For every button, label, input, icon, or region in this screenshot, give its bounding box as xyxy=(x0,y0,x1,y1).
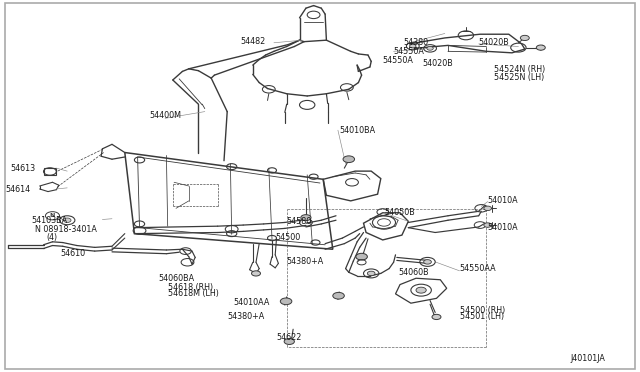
Text: 54500: 54500 xyxy=(275,233,300,242)
Circle shape xyxy=(356,253,367,260)
Text: 54618 (RH): 54618 (RH) xyxy=(168,283,214,292)
Circle shape xyxy=(63,218,71,222)
Circle shape xyxy=(301,215,311,221)
Text: 54400M: 54400M xyxy=(149,111,181,120)
Circle shape xyxy=(280,298,292,305)
Text: (4): (4) xyxy=(46,233,57,242)
Text: 54380+A: 54380+A xyxy=(287,257,324,266)
Text: 54622: 54622 xyxy=(276,333,302,342)
Circle shape xyxy=(252,271,260,276)
Text: 54500 (RH): 54500 (RH) xyxy=(460,306,505,315)
Text: N: N xyxy=(50,213,55,218)
Text: 54614: 54614 xyxy=(6,185,31,194)
Circle shape xyxy=(520,35,529,41)
Text: J40101JA: J40101JA xyxy=(571,355,605,363)
Text: 54010BA: 54010BA xyxy=(339,126,375,135)
Circle shape xyxy=(410,44,416,48)
Circle shape xyxy=(484,223,492,227)
Circle shape xyxy=(432,314,441,320)
Circle shape xyxy=(367,271,375,276)
Text: 54524N (RH): 54524N (RH) xyxy=(494,65,545,74)
Text: 54020B: 54020B xyxy=(479,38,509,47)
Text: 54550AA: 54550AA xyxy=(460,264,496,273)
Circle shape xyxy=(333,292,344,299)
Text: 54020B: 54020B xyxy=(422,59,453,68)
Text: 54010A: 54010A xyxy=(488,196,518,205)
Text: 54060B: 54060B xyxy=(398,268,429,277)
Text: 54610: 54610 xyxy=(60,249,85,258)
Text: 54050B: 54050B xyxy=(384,208,415,217)
Text: 54380+A: 54380+A xyxy=(227,312,264,321)
Text: 54525N (LH): 54525N (LH) xyxy=(494,73,545,82)
Circle shape xyxy=(416,287,426,293)
Circle shape xyxy=(343,156,355,163)
Text: 54010AA: 54010AA xyxy=(234,298,270,307)
Text: 54550A: 54550A xyxy=(394,47,424,56)
Text: 54010A: 54010A xyxy=(488,223,518,232)
Text: N 08918-3401A: N 08918-3401A xyxy=(35,225,97,234)
Circle shape xyxy=(424,260,431,264)
Circle shape xyxy=(484,206,492,211)
Text: 54060BA: 54060BA xyxy=(159,274,195,283)
Text: 54380: 54380 xyxy=(403,38,428,47)
Circle shape xyxy=(536,45,545,50)
Text: 54482: 54482 xyxy=(241,37,266,46)
Text: 54618M (LH): 54618M (LH) xyxy=(168,289,219,298)
Text: 54501 (LH): 54501 (LH) xyxy=(460,312,504,321)
Circle shape xyxy=(284,339,294,344)
Text: 54103BA: 54103BA xyxy=(31,216,67,225)
Circle shape xyxy=(427,46,433,50)
Text: 54550A: 54550A xyxy=(383,56,413,65)
Text: 54613: 54613 xyxy=(10,164,35,173)
Text: 54580: 54580 xyxy=(287,217,312,226)
